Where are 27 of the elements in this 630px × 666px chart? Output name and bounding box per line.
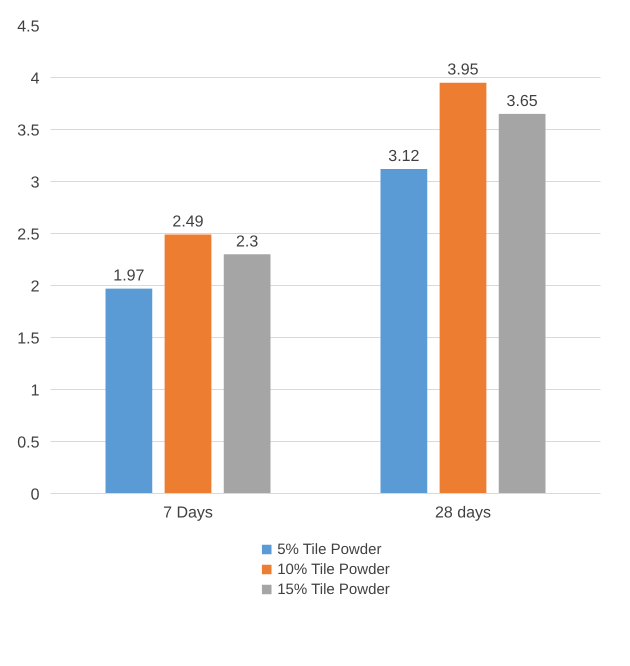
data-label: 3.12 [388,148,420,166]
y-tick-label: 0 [30,486,40,504]
data-label: 2.49 [172,214,204,231]
bar [224,254,270,494]
data-label: 2.3 [236,233,258,250]
bar [440,82,486,494]
y-tick-label: 4 [30,70,40,88]
x-tick-label: 28 days [434,504,492,522]
data-label: 3.65 [506,92,538,110]
bar [164,234,212,494]
bar [498,114,546,494]
legend-label: 10% Tile Powder [277,560,390,578]
legend-label: 5% Tile Powder [277,540,382,558]
y-tick-label: 3 [30,174,40,192]
y-tick-label: 1.5 [17,330,40,348]
bar [380,169,428,494]
y-tick-label: 1 [30,382,40,400]
legend-label: 15% Tile Powder [277,580,390,598]
bar [106,288,152,494]
y-tick-label: 2.5 [17,226,40,244]
x-tick-label: 7 Days [163,504,213,522]
data-label: 1.97 [113,268,145,285]
y-tick-label: 4.5 [17,18,40,36]
y-tick-label: 2 [30,278,40,296]
data-label: 3.95 [447,62,479,79]
y-tick-label: 3.5 [17,122,40,140]
y-tick-label: 0.5 [17,434,40,452]
